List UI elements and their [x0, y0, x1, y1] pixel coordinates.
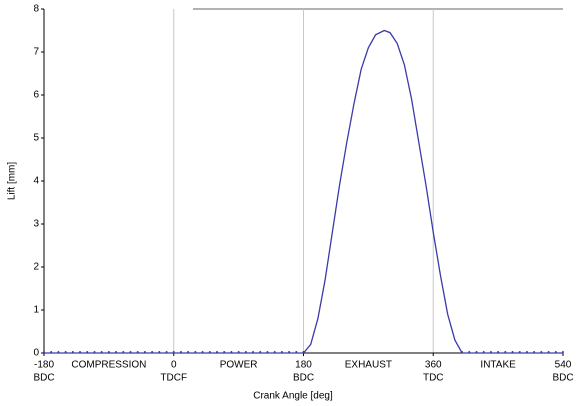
y-axis-title: Lift [mm] — [7, 162, 18, 201]
y-tick-label: 6 — [33, 90, 39, 101]
y-tick-label: 4 — [33, 176, 39, 187]
x-tick-label: -180 — [34, 360, 54, 371]
series-line — [44, 29, 563, 354]
x-axis-title: Crank Angle [deg] — [253, 391, 333, 402]
y-tick-label: 2 — [33, 262, 39, 273]
x-tick-sublabel: BDC — [33, 373, 54, 384]
phase-label: INTAKE — [480, 360, 516, 371]
y-tick-label: 3 — [33, 219, 39, 230]
y-tick-label: 1 — [33, 305, 39, 316]
x-tick-sublabel: BDC — [552, 373, 573, 384]
x-tick-sublabel: TDCF — [160, 373, 187, 384]
phase-label: POWER — [220, 360, 258, 371]
x-tick-label: 0 — [171, 360, 177, 371]
x-tick-label: 540 — [555, 360, 572, 371]
x-tick-label: 180 — [295, 360, 312, 371]
y-tick-label: 8 — [33, 4, 39, 15]
y-tick-label: 5 — [33, 133, 39, 144]
x-tick-sublabel: TDC — [423, 373, 444, 384]
phase-label: COMPRESSION — [71, 360, 146, 371]
x-tick-sublabel: BDC — [293, 373, 314, 384]
y-tick-label: 7 — [33, 47, 39, 58]
x-tick-label: 360 — [425, 360, 442, 371]
phase-label: EXHAUST — [345, 360, 392, 371]
y-tick-label: 0 — [33, 348, 39, 359]
